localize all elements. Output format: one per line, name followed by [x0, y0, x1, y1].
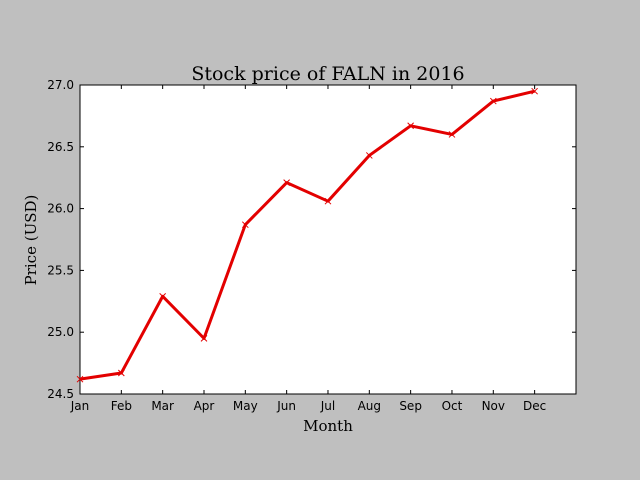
data-point [324, 197, 332, 205]
data-point [448, 131, 456, 138]
data-point [365, 152, 373, 159]
x-tick-label: Oct [442, 399, 463, 413]
y-tick-label: 27.0 [47, 78, 74, 92]
series-layer [76, 87, 538, 383]
data-point [76, 375, 84, 383]
x-axis: Jan Feb Mar Apr May Jun Jul Aug Sep Oct Nov Dec [70, 85, 546, 413]
chart-title: Stock price of FALN in 2016 [191, 63, 464, 85]
x-axis-label: Month [303, 417, 353, 435]
x-tick-label: Feb [111, 399, 132, 413]
x-tick-label: Sep [399, 399, 422, 413]
plot-area [79, 84, 577, 395]
data-point [117, 369, 125, 377]
data-point [407, 122, 414, 130]
series-line [79, 89, 535, 381]
data-point [489, 97, 497, 105]
x-tick-label: Jan [70, 399, 90, 413]
x-tick-label: Jul [320, 399, 335, 413]
y-tick-label: 26.5 [47, 140, 74, 154]
y-tick-label: 24.5 [47, 387, 74, 401]
x-tick-label: Mar [151, 399, 174, 413]
y-tick-label: 25.5 [47, 263, 74, 277]
data-point [159, 293, 167, 300]
y-tick-label: 26.0 [47, 202, 74, 216]
y-axis: 24.5 25.0 25.5 26.0 26.5 27.0 [47, 78, 576, 401]
x-tick-label: Jun [276, 399, 296, 413]
x-tick-label: Apr [194, 399, 215, 413]
x-tick-label: May [233, 399, 258, 413]
x-tick-label: Nov [482, 399, 505, 413]
data-point [531, 87, 538, 95]
x-tick-label: Aug [358, 399, 381, 413]
y-axis-label: Price (USD) [22, 195, 40, 286]
y-tick-label: 25.0 [47, 325, 74, 339]
x-tick-label: Dec [523, 399, 546, 413]
data-point [241, 221, 249, 229]
data-point [200, 335, 208, 342]
data-point [283, 179, 291, 186]
